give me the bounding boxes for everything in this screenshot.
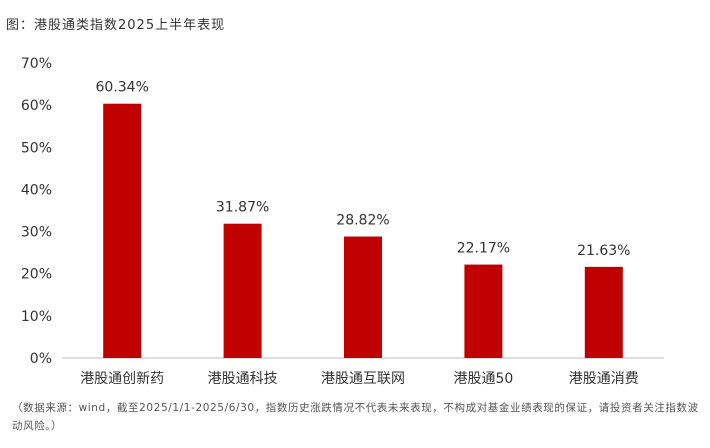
bar-chart: 0% 10% 20% 30% 40% 50% 60% 70% 60.34% 31.87% 28.8… [21,56,664,387]
data-label: 21.63% [577,243,630,259]
bar-series [103,103,623,359]
chart-title: 图：港股通类指数2025上半年表现 [6,18,226,33]
source-note: （数据来源：wind，截至2025/1/1-2025/6/30，指数历史涨跌情况… [12,402,699,432]
data-labels: 60.34% 31.87% 28.82% 22.17% 21.63% [96,80,631,259]
data-label: 22.17% [457,241,510,257]
x-tick-label: 港股通创新药 [80,371,164,387]
data-label: 60.34% [96,80,149,96]
bar [223,223,262,358]
x-tick-label: 港股通50 [453,371,513,387]
y-tick-label: 60% [21,98,52,114]
x-tick-label: 港股通科技 [208,371,278,387]
bar [344,236,382,358]
bar [584,266,623,358]
data-label: 28.82% [336,213,389,229]
x-tick-label: 港股通消费 [569,371,639,387]
y-tick-label: 40% [21,182,52,198]
y-tick-label: 20% [21,267,52,283]
y-tick-label: 70% [21,56,52,72]
y-axis: 0% 10% 20% 30% 40% 50% 60% 70% [21,56,52,367]
x-tick-label: 港股通互联网 [321,371,405,387]
y-tick-label: 0% [30,351,52,367]
bar [103,103,142,359]
y-tick-label: 10% [21,309,52,325]
x-axis: 港股通创新药 港股通科技 港股通互联网 港股通50 港股通消费 [80,371,639,387]
bar [464,264,503,358]
data-label: 31.87% [216,200,269,216]
y-tick-label: 50% [21,140,52,156]
y-tick-label: 30% [21,225,52,241]
